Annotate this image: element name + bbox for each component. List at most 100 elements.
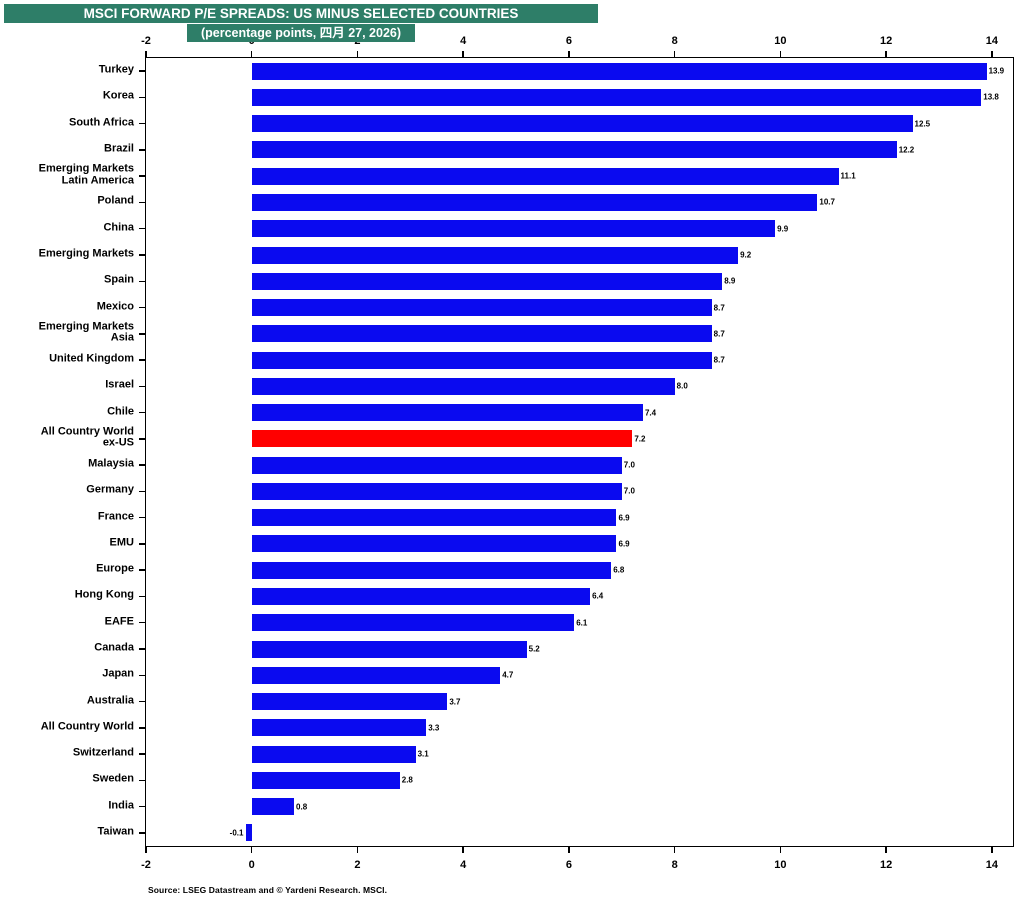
- x-axis-tick-label-bottom: 10: [774, 859, 787, 871]
- x-axis-tick-bottom: [673, 846, 676, 853]
- y-axis-tick: [139, 753, 146, 755]
- chart-subtitle-wrap: (percentage points, 四月 27, 2026): [4, 24, 598, 42]
- y-axis-tick: [139, 175, 146, 177]
- bar: [251, 456, 622, 474]
- x-axis-tick-label-bottom: -2: [141, 859, 151, 871]
- bar: [251, 272, 723, 290]
- bar: [251, 115, 913, 133]
- bar-value-label: 8.7: [713, 329, 725, 339]
- x-axis-tick-label-bottom: 12: [879, 859, 893, 871]
- x-axis-tick-label-top: 4: [460, 35, 467, 47]
- bar-value-label: 6.8: [613, 565, 625, 575]
- category-label: Germany: [86, 483, 134, 496]
- bar-value-label: 9.2: [740, 250, 752, 260]
- y-axis-tick: [139, 779, 146, 782]
- category-label: All Country World ex-US: [40, 425, 134, 449]
- x-axis-tick-bottom: [462, 846, 464, 853]
- x-axis-tick-bottom: [779, 846, 782, 853]
- x-axis-tick-top: [250, 51, 253, 58]
- y-axis-tick: [139, 569, 146, 571]
- category-label: Australia: [86, 693, 134, 706]
- y-axis-tick: [139, 595, 146, 598]
- category-label: EMU: [109, 536, 134, 549]
- category-label: China: [103, 220, 134, 233]
- bar: [251, 771, 400, 789]
- bar: [251, 299, 712, 317]
- bar-value-label: 8.9: [724, 276, 736, 286]
- y-axis-tick: [139, 306, 146, 309]
- bar-value-label: 4.7: [502, 670, 514, 680]
- y-axis-tick: [139, 490, 146, 493]
- x-axis-tick-top: [991, 51, 993, 58]
- category-label: Sweden: [92, 772, 134, 785]
- x-axis-tick-top: [462, 51, 464, 58]
- bar-value-label: 13.9: [988, 66, 1005, 76]
- bar: [251, 640, 527, 658]
- bar-value-label: 3.7: [449, 697, 461, 707]
- source-note: Source: LSEG Datastream and © Yardeni Re…: [148, 885, 388, 895]
- x-axis-tick-label-bottom: 14: [985, 859, 998, 871]
- bar: [251, 404, 643, 422]
- x-axis-tick-label-top: -2: [141, 35, 151, 47]
- x-axis-tick-bottom: [991, 846, 993, 853]
- category-label: France: [97, 509, 134, 522]
- bar-value-label: 5.2: [528, 644, 540, 654]
- x-axis-tick-label-bottom: 8: [671, 859, 678, 871]
- category-label: Poland: [97, 194, 134, 207]
- plot-area: 13.9 13.8 12.5 12.2 11.1 10.7 9.9 9.2 8.9 8.7 8.7 8…: [139, 35, 1014, 871]
- category-label: Canada: [94, 641, 134, 654]
- bar-value-label: -0.1: [229, 828, 244, 838]
- bar-value-label: 11.1: [840, 171, 856, 181]
- bar: [251, 377, 675, 395]
- bar-value-label: 10.7: [819, 197, 835, 207]
- bar: [251, 351, 712, 369]
- x-axis-tick-top: [673, 51, 676, 58]
- x-axis-tick-label-bottom: 0: [248, 859, 255, 871]
- category-label: Taiwan: [97, 825, 134, 838]
- bar-value-label: 9.9: [777, 224, 789, 234]
- bar: [251, 693, 448, 711]
- bar: [251, 193, 818, 211]
- bar-value-label: 6.1: [576, 618, 588, 628]
- bar-value-label: 7.2: [634, 434, 646, 444]
- category-label: Mexico: [96, 299, 134, 312]
- category-label: Turkey: [98, 63, 134, 76]
- y-axis-tick: [139, 201, 146, 204]
- y-axis-tick: [139, 700, 146, 703]
- x-axis-tick-top: [885, 51, 887, 58]
- y-axis-tick: [139, 648, 146, 650]
- bar: [251, 62, 987, 80]
- x-axis-tick-bottom: [145, 846, 147, 853]
- bar: [251, 220, 776, 238]
- bar-value-label: 7.0: [623, 486, 635, 496]
- y-axis-tick: [139, 464, 146, 466]
- x-axis-tick-bottom: [250, 846, 253, 853]
- bar: [251, 719, 427, 737]
- bar: [251, 745, 416, 763]
- category-label: Hong Kong: [74, 588, 134, 601]
- category-label: All Country World: [40, 720, 134, 733]
- category-label: Israel: [105, 378, 134, 391]
- bar: [251, 614, 575, 632]
- chart-title: MSCI FORWARD P/E SPREADS: US MINUS SELEC…: [4, 4, 598, 23]
- category-label: Spain: [104, 273, 134, 286]
- category-label: Emerging Markets Latin America: [38, 162, 134, 187]
- x-axis-tick-label-top: 6: [565, 35, 572, 47]
- category-label: South Africa: [69, 115, 134, 128]
- bar-value-label: 12.5: [914, 119, 931, 129]
- x-axis-tick-label-bottom: 6: [565, 859, 572, 871]
- y-axis-tick: [139, 359, 146, 361]
- bar: [251, 325, 712, 343]
- y-axis-tick: [139, 543, 146, 545]
- bar-value-label: 2.8: [401, 775, 413, 785]
- bar: [246, 824, 252, 842]
- y-axis-tick: [139, 727, 146, 729]
- x-axis-tick-bottom: [356, 846, 359, 853]
- y-axis-tick: [139, 674, 146, 677]
- x-axis-tick-top: [145, 51, 147, 58]
- bar-value-label: 8.7: [713, 303, 725, 313]
- x-axis-tick-top: [779, 51, 782, 58]
- bar-value-label: 7.0: [623, 460, 635, 470]
- category-label: India: [108, 798, 134, 811]
- bar: [251, 141, 897, 159]
